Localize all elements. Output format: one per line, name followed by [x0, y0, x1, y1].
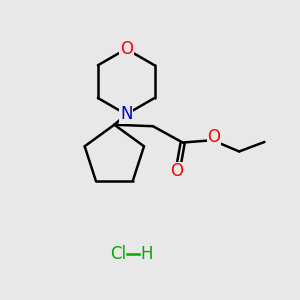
- Text: H: H: [140, 245, 153, 263]
- Text: N: N: [120, 105, 133, 123]
- Text: O: O: [120, 40, 133, 58]
- Text: O: O: [170, 162, 183, 180]
- Text: O: O: [207, 128, 220, 146]
- Text: Cl: Cl: [110, 245, 126, 263]
